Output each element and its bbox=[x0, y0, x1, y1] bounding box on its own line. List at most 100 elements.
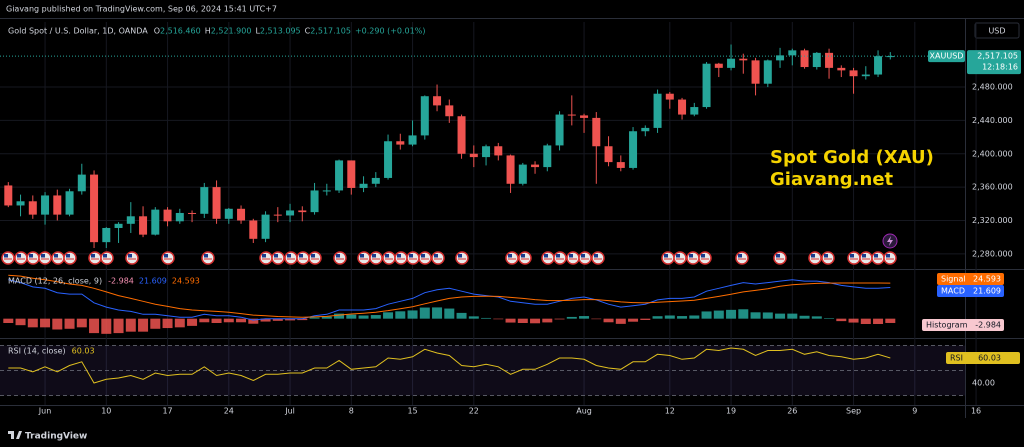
candle-body bbox=[482, 146, 491, 158]
histogram-bar bbox=[395, 311, 406, 319]
histogram-bar bbox=[419, 307, 430, 319]
histogram-bar bbox=[468, 316, 479, 319]
histogram-bar bbox=[3, 318, 14, 323]
candle-body bbox=[28, 201, 37, 215]
event-flag bbox=[505, 251, 519, 265]
event-flag bbox=[369, 251, 383, 265]
histogram-bar bbox=[787, 313, 798, 319]
event-flag bbox=[859, 251, 873, 265]
histogram-bar bbox=[125, 318, 136, 332]
candle-body bbox=[751, 60, 760, 84]
event-flag bbox=[1, 251, 15, 265]
candle-body bbox=[825, 52, 834, 68]
candle-body bbox=[616, 162, 625, 168]
tag-value: 60.03 bbox=[978, 353, 1001, 362]
event-flag-canton bbox=[689, 254, 693, 258]
histogram-bar bbox=[566, 316, 577, 319]
legend-value: 21.609 bbox=[139, 277, 167, 286]
event-flag bbox=[51, 251, 65, 265]
event-flag-canton bbox=[581, 254, 585, 258]
x-tick-label: 8 bbox=[349, 407, 354, 416]
histogram-bar bbox=[383, 312, 394, 319]
histogram-bar bbox=[346, 314, 357, 319]
event-flag-canton bbox=[521, 254, 525, 258]
event-flag-canton bbox=[776, 254, 780, 258]
event-flag bbox=[26, 251, 40, 265]
tag-value: -2.984 bbox=[975, 321, 1001, 330]
event-flag bbox=[578, 251, 592, 265]
candle-body bbox=[359, 183, 368, 188]
legend-title: MACD (12, 26, close, 9) bbox=[8, 277, 102, 286]
event-flag bbox=[14, 251, 28, 265]
watermark: Spot Gold (XAU) bbox=[770, 147, 934, 168]
histogram-bar bbox=[15, 318, 26, 326]
event-flag bbox=[394, 251, 408, 265]
legend-value: 2,517.105 bbox=[310, 27, 351, 36]
tag-name: Signal bbox=[941, 275, 966, 284]
event-flag bbox=[63, 251, 77, 265]
event-flag-canton bbox=[336, 254, 340, 258]
histogram-bar bbox=[52, 318, 63, 330]
event-flag bbox=[673, 251, 687, 265]
candle-body bbox=[335, 160, 344, 191]
x-tick-label: Aug bbox=[576, 407, 592, 416]
event-flag-canton bbox=[850, 254, 854, 258]
candle-body bbox=[629, 131, 638, 168]
event-flag bbox=[259, 251, 273, 265]
event-flag-canton bbox=[811, 254, 815, 258]
event-flag bbox=[553, 251, 567, 265]
x-tick-label: 17 bbox=[162, 407, 172, 416]
event-flag bbox=[847, 251, 861, 265]
candle-body bbox=[849, 70, 858, 77]
histogram-bar bbox=[603, 318, 614, 323]
candle-body bbox=[102, 227, 111, 243]
event-flag bbox=[518, 251, 532, 265]
candle-body bbox=[175, 212, 184, 222]
histogram-bar bbox=[64, 318, 75, 329]
x-tick-label: 9 bbox=[912, 407, 917, 416]
event-flag-canton bbox=[664, 254, 668, 258]
event-flag-canton bbox=[128, 254, 132, 258]
footer-text: TradingView bbox=[25, 432, 87, 442]
candle-body bbox=[861, 74, 870, 77]
candle-body bbox=[224, 208, 233, 219]
histogram-bar bbox=[481, 317, 492, 319]
histogram-bar bbox=[824, 318, 835, 319]
last-price: 2,517.105 bbox=[977, 52, 1018, 61]
candle-body bbox=[555, 114, 564, 146]
legend-change: +0.290 (+0.01%) bbox=[355, 27, 426, 36]
candle-body bbox=[763, 60, 772, 84]
candle-body bbox=[212, 187, 221, 219]
x-tick-label: 26 bbox=[787, 407, 797, 416]
event-flag-canton bbox=[862, 254, 866, 258]
histogram-bar bbox=[530, 318, 541, 324]
symbol-tag: XAUUSD bbox=[930, 52, 964, 61]
histogram-bar bbox=[713, 310, 724, 319]
histogram-bar bbox=[285, 318, 296, 321]
indicator-line bbox=[8, 279, 891, 321]
event-flag bbox=[308, 251, 322, 265]
histogram-bar bbox=[211, 318, 222, 323]
histogram-bar bbox=[89, 318, 100, 334]
histogram-bar bbox=[113, 318, 124, 334]
histogram-bar bbox=[248, 318, 259, 324]
currency[interactable]: USD bbox=[988, 27, 1005, 36]
event-flag bbox=[418, 251, 432, 265]
histogram-bar bbox=[640, 318, 651, 320]
legend-key: L bbox=[255, 27, 260, 36]
event-flag-canton bbox=[29, 254, 33, 258]
candle-body bbox=[188, 212, 197, 214]
event-flag bbox=[821, 251, 835, 265]
currency-box[interactable] bbox=[974, 22, 1020, 39]
event-flag bbox=[284, 251, 298, 265]
tag-name: RSI bbox=[950, 353, 963, 362]
event-flag-canton bbox=[204, 254, 208, 258]
histogram-bar bbox=[628, 318, 639, 322]
histogram-bar bbox=[456, 312, 467, 319]
event-flag bbox=[161, 251, 175, 265]
price-tag bbox=[967, 50, 1021, 75]
histogram-bar bbox=[542, 318, 553, 323]
event-flag-canton bbox=[164, 254, 168, 258]
candle-body bbox=[261, 214, 270, 239]
